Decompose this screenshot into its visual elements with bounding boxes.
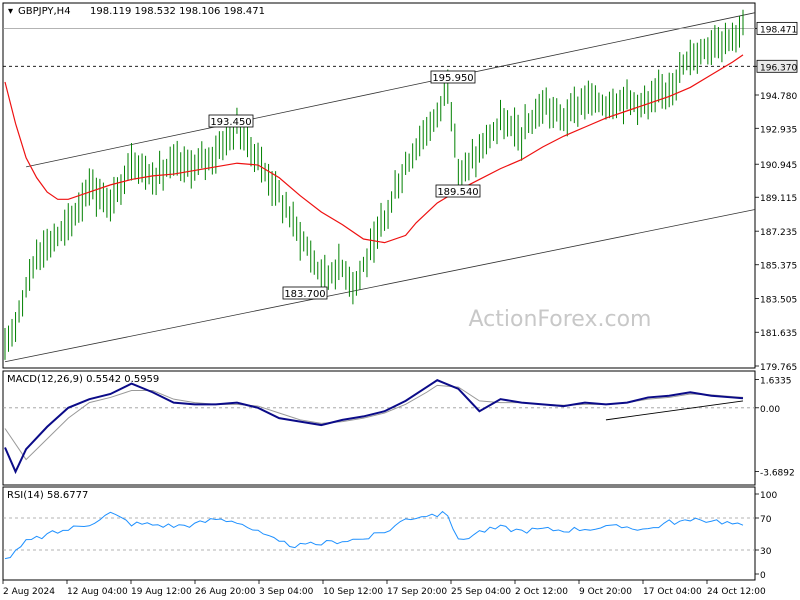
price-tick-label: 198.471 <box>760 25 797 35</box>
annotation-label: 183.700 <box>284 289 325 300</box>
channel-lower-line <box>4 209 756 363</box>
annotation-box <box>208 114 254 128</box>
macd-label: MACD(12,26,9) 0.5542 0.5959 <box>7 374 159 385</box>
annotation-label: 193.450 <box>210 117 251 128</box>
rsi-tick-label: 30 <box>760 547 772 557</box>
moving-average <box>4 54 744 244</box>
macd-axis: 1.6335 0.00 -3.6892 <box>755 377 795 478</box>
watermark-text: ActionForex.com <box>469 307 652 332</box>
time-tick-label: 24 Oct 12:00 <box>707 587 766 597</box>
price-tick-label: 183.505 <box>760 295 797 305</box>
channel-upper-line <box>26 12 756 168</box>
time-axis: 2 Aug 2024 12 Aug 04:00 19 Aug 12:00 26 Aug… <box>2 580 766 597</box>
macd-trend-line <box>605 400 744 421</box>
triangle-down-icon[interactable]: ▾ <box>8 6 13 17</box>
macd-tick-label: -3.6892 <box>760 468 795 478</box>
price-axis-marker <box>756 59 798 73</box>
price-tick-label: 187.235 <box>760 228 797 238</box>
rsi-label: RSI(14) 58.6777 <box>7 490 88 501</box>
moving-average-line <box>4 54 744 244</box>
price-tick-label: 190.945 <box>760 161 797 171</box>
annotation-label: 189.540 <box>437 187 478 198</box>
rsi-axis: 100 70 30 0 <box>755 491 777 581</box>
time-tick-label: 12 Aug 04:00 <box>67 587 128 597</box>
price-tick-label: 185.375 <box>760 262 797 272</box>
rsi-tick-label: 100 <box>760 491 777 501</box>
annotation-box <box>430 70 476 84</box>
rsi-tick-label: 0 <box>760 571 766 581</box>
price-bars <box>4 9 744 360</box>
macd-tick-label: 0.00 <box>760 405 780 415</box>
time-tick-label: 17 Sep 20:00 <box>387 587 447 597</box>
price-annotations: 193.450 195.950 189.540 183.700 <box>208 70 481 300</box>
time-tick-label: 19 Aug 12:00 <box>131 587 192 597</box>
annotation-box <box>435 184 481 198</box>
price-level-lines <box>3 27 755 67</box>
rsi-line-path <box>4 510 744 560</box>
price-tick-label: 179.765 <box>760 363 797 373</box>
rsi-panel[interactable] <box>2 486 756 581</box>
price-tick-label: 196.370 <box>760 63 797 73</box>
macd-lines <box>4 379 744 475</box>
time-tick-label: 3 Sep 04:00 <box>259 587 314 597</box>
macd-main-line <box>4 379 744 475</box>
price-tick-label: 194.780 <box>760 92 797 102</box>
time-tick-label: 2 Aug 2024 <box>3 587 55 597</box>
rsi-line <box>4 510 744 560</box>
time-tick-label: 9 Oct 20:00 <box>579 587 632 597</box>
macd-trendline <box>605 400 744 421</box>
ohlc-label: 198.119 198.532 198.106 198.471 <box>90 6 265 17</box>
time-tick-label: 10 Sep 12:00 <box>323 587 383 597</box>
time-tick-label: 26 Aug 20:00 <box>195 587 256 597</box>
annotation-box <box>282 286 328 300</box>
rsi-tick-label: 70 <box>760 515 772 525</box>
macd-panel[interactable] <box>2 370 756 486</box>
price-axis: 198.471 196.370 194.780 192.935 190.945 189.1… <box>755 21 798 373</box>
macd-tick-label: 1.6335 <box>760 377 792 387</box>
price-panel[interactable] <box>2 2 756 369</box>
annotation-label: 195.950 <box>432 73 473 84</box>
price-tick-label: 181.635 <box>760 329 797 339</box>
time-tick-label: 17 Oct 04:00 <box>643 587 702 597</box>
price-tick-label: 192.935 <box>760 125 797 135</box>
rsi-levels <box>3 517 755 551</box>
symbol-label: GBPJPY,H4 <box>18 6 71 17</box>
price-channel <box>4 12 756 363</box>
price-axis-marker <box>756 21 798 35</box>
time-tick-label: 2 Oct 12:00 <box>515 587 568 597</box>
price-tick-label: 189.115 <box>760 194 797 204</box>
time-tick-label: 25 Sep 04:00 <box>451 587 511 597</box>
